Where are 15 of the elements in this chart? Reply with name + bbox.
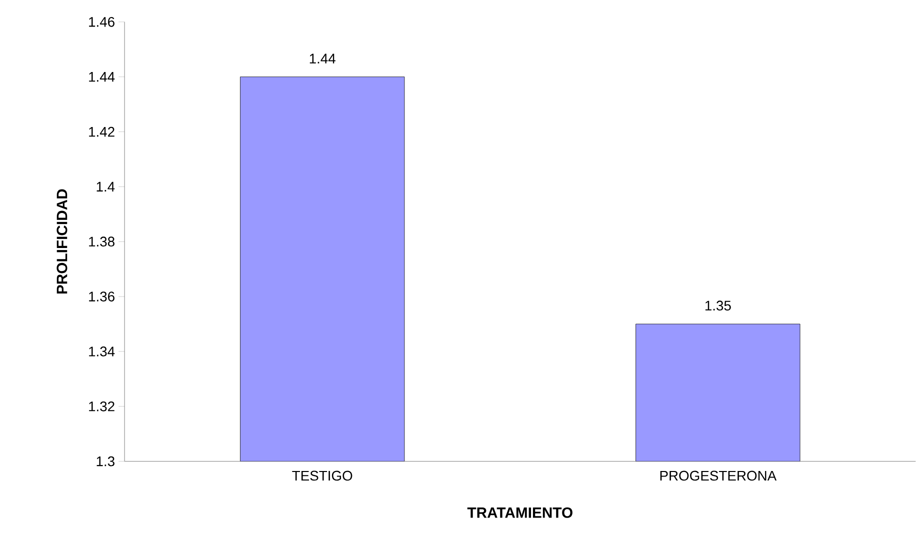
- x-tick-label: PROGESTERONA: [660, 470, 777, 481]
- y-tick-label: 1.46: [89, 16, 114, 27]
- y-tick-label: 1.36: [89, 292, 114, 302]
- y-tick-label: 1.32: [89, 401, 114, 412]
- data-label: 1.44: [310, 54, 336, 64]
- x-axis-title: TRATAMIENTO: [467, 507, 572, 518]
- y-tick-label: 1.4: [96, 182, 115, 192]
- x-tick-label: TESTIGO: [292, 470, 352, 481]
- data-label: 1.35: [705, 300, 731, 311]
- y-tick-label: 1.38: [89, 236, 114, 247]
- y-axis-title: PROLIFICIDAD: [56, 189, 68, 294]
- y-tick-label: 1.44: [89, 72, 115, 82]
- y-tick-label: 1.34: [89, 346, 115, 356]
- y-tick-label: 1.3: [96, 456, 114, 466]
- y-tick-label: 1.42: [89, 126, 114, 137]
